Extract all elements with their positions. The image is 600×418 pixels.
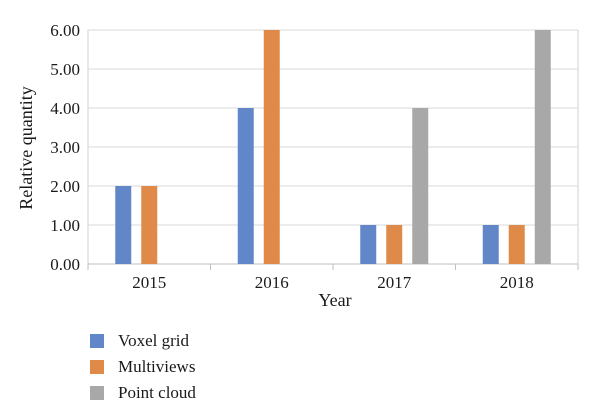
y-tick-label: 2.00	[50, 177, 80, 196]
bar-voxel-grid-2018	[482, 225, 499, 264]
bar-multiviews-2017	[386, 225, 403, 264]
y-tick-label: 3.00	[50, 138, 80, 157]
y-tick-label: 6.00	[50, 21, 80, 40]
legend-swatch-multiviews	[90, 360, 104, 374]
y-tick-label: 5.00	[50, 60, 80, 79]
bar-point-cloud-2018	[534, 30, 551, 264]
bar-voxel-grid-2016	[237, 108, 254, 264]
y-tick-label: 1.00	[50, 216, 80, 235]
legend-item-point-cloud: Point cloud	[90, 380, 196, 406]
y-axis-title: Relative quantity	[16, 86, 36, 209]
legend-swatch-point-cloud	[90, 386, 104, 400]
legend: Voxel grid Multiviews Point cloud	[90, 328, 196, 406]
bar-multiviews-2016	[263, 30, 280, 264]
legend-label-point-cloud: Point cloud	[118, 383, 196, 402]
x-tick-label-2018: 2018	[500, 273, 534, 292]
legend-item-multiviews: Multiviews	[90, 354, 196, 380]
x-tick-label-2016: 2016	[255, 273, 289, 292]
legend-item-voxel-grid: Voxel grid	[90, 328, 196, 354]
bar-chart: 0.001.002.003.004.005.006.00 2015 2016 201…	[16, 21, 579, 310]
bar-point-cloud-2017	[412, 108, 429, 264]
legend-label-multiviews: Multiviews	[118, 357, 196, 376]
bar-voxel-grid-2015	[115, 186, 132, 264]
x-tick-label-2017: 2017	[377, 273, 412, 292]
legend-swatch-voxel-grid	[90, 334, 104, 348]
x-axis-title: Year	[318, 290, 351, 310]
y-axis-ticks: 0.00 1.00 2.00 3.00 4.00 5.00 6.00	[50, 21, 80, 274]
x-axis-ticks: 2015 2016 2017 2018	[132, 273, 534, 292]
bar-voxel-grid-2017	[360, 225, 377, 264]
y-tick-label: 0.00	[50, 255, 80, 274]
bars	[115, 30, 551, 264]
bar-multiviews-2015	[141, 186, 158, 264]
bar-multiviews-2018	[508, 225, 525, 264]
y-tick-label: 4.00	[50, 99, 80, 118]
x-tick-label-2015: 2015	[132, 273, 166, 292]
gridlines	[87, 29, 579, 270]
legend-label-voxel-grid: Voxel grid	[118, 331, 189, 350]
